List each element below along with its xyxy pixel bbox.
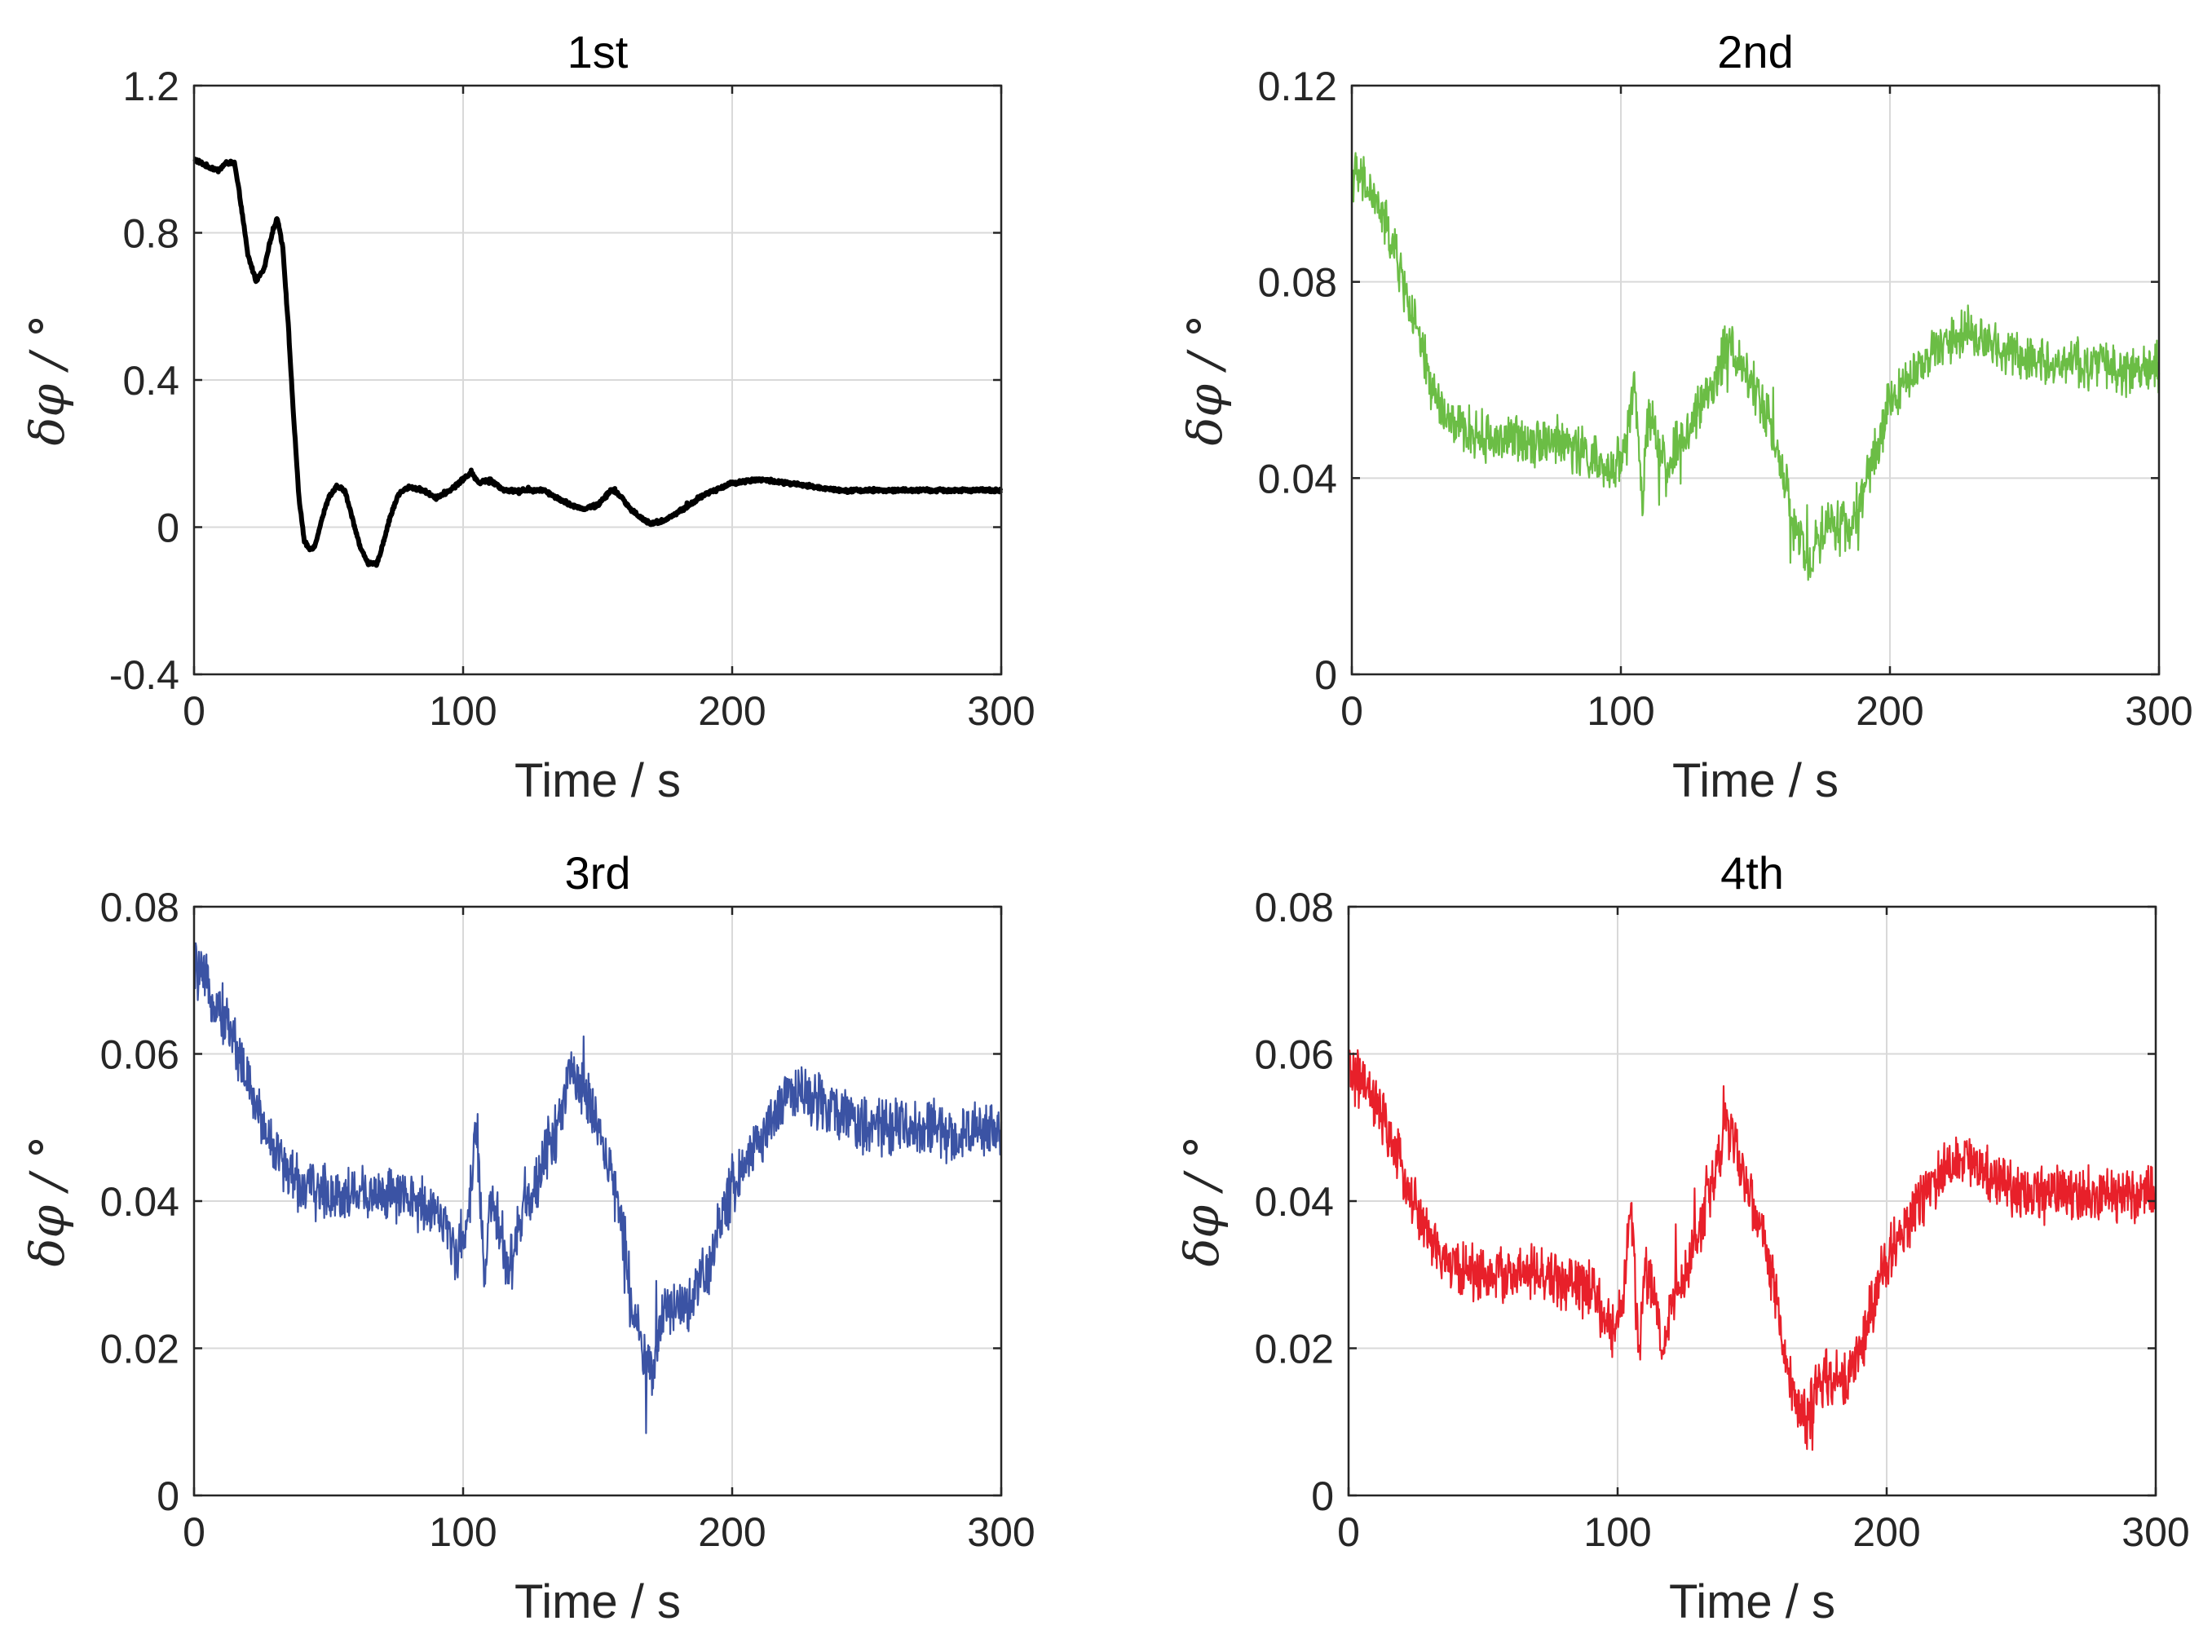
- x-tick-label: 100: [429, 1509, 497, 1555]
- chart-title: 3rd: [565, 847, 631, 899]
- x-tick-label: 200: [1856, 688, 1923, 734]
- y-tick-label: 0.06: [100, 1032, 179, 1078]
- series-line-1st: [192, 157, 1004, 568]
- x-tick-label: 200: [698, 1509, 766, 1555]
- x-tick-label: 0: [183, 688, 205, 734]
- series-line-3rd: [192, 942, 1003, 1434]
- chart-title: 1st: [567, 26, 629, 77]
- x-tick-label: 100: [1583, 1509, 1651, 1555]
- y-tick-label: 0.4: [122, 358, 179, 404]
- x-tick-label: 100: [1587, 688, 1654, 734]
- x-tick-label: 0: [183, 1509, 205, 1555]
- x-axis-label: Time / s: [514, 1575, 681, 1628]
- y-tick-label: 0.12: [1258, 64, 1337, 109]
- x-tick-label: 300: [967, 1509, 1035, 1555]
- x-tick-label: 100: [429, 688, 497, 734]
- y-tick-label: 0: [1314, 652, 1337, 698]
- x-tick-label: 0: [1337, 1509, 1360, 1555]
- y-tick-label: 0.06: [1255, 1032, 1334, 1078]
- y-axis-label: δφ / °: [20, 1136, 75, 1267]
- y-tick-label: 1.2: [122, 64, 179, 109]
- x-tick-label: 300: [2121, 1509, 2189, 1555]
- y-tick-label: 0.02: [1255, 1327, 1334, 1372]
- y-tick-label: 0.04: [1255, 1179, 1334, 1225]
- x-axis-label: Time / s: [1669, 1575, 1835, 1628]
- y-tick-label: 0: [157, 506, 179, 551]
- x-tick-label: 200: [698, 688, 766, 734]
- x-axis-label: Time / s: [1672, 754, 1839, 807]
- y-tick-label: -0.4: [109, 652, 179, 698]
- chart-panel-2: 0 100 200 300 0.12 0.08 0.04 0 2nd Time / s δφ / °: [1177, 26, 2193, 807]
- y-axis-label: δφ / °: [1174, 1136, 1230, 1267]
- series-line-4th: [1347, 1049, 2157, 1451]
- chart-panel-3: 0 100 200 300 0.08 0.06 0.04 0.02 0 3rd Time / s δφ…: [20, 847, 1035, 1628]
- y-tick-label: 0: [1311, 1473, 1334, 1519]
- x-tick-label: 200: [1852, 1509, 1920, 1555]
- y-tick-label: 0.8: [122, 211, 179, 257]
- y-tick-label: 0.04: [100, 1179, 179, 1225]
- y-tick-label: 0.08: [1258, 260, 1337, 306]
- y-tick-label: 0.04: [1258, 456, 1337, 501]
- y-tick-label: 0.02: [100, 1327, 179, 1372]
- chart-panel-4: 0 100 200 300 0.08 0.06 0.04 0.02 0 4th Time / s δφ…: [1174, 847, 2190, 1628]
- y-tick-label: 0: [157, 1473, 179, 1519]
- axes-box: [1350, 84, 2161, 676]
- x-tick-label: 300: [2125, 688, 2192, 734]
- y-tick-label: 0.08: [1255, 885, 1334, 930]
- x-tick-label: 300: [967, 688, 1035, 734]
- y-axis-label: δφ / °: [20, 315, 75, 446]
- x-axis-label: Time / s: [514, 754, 681, 807]
- y-axis-label: δφ / °: [1177, 315, 1233, 446]
- y-tick-label: 0.08: [100, 885, 179, 930]
- x-tick-label: 0: [1340, 688, 1363, 734]
- chart-title: 2nd: [1717, 26, 1793, 77]
- chart-title: 4th: [1720, 847, 1784, 899]
- series-line-2nd: [1350, 152, 2161, 581]
